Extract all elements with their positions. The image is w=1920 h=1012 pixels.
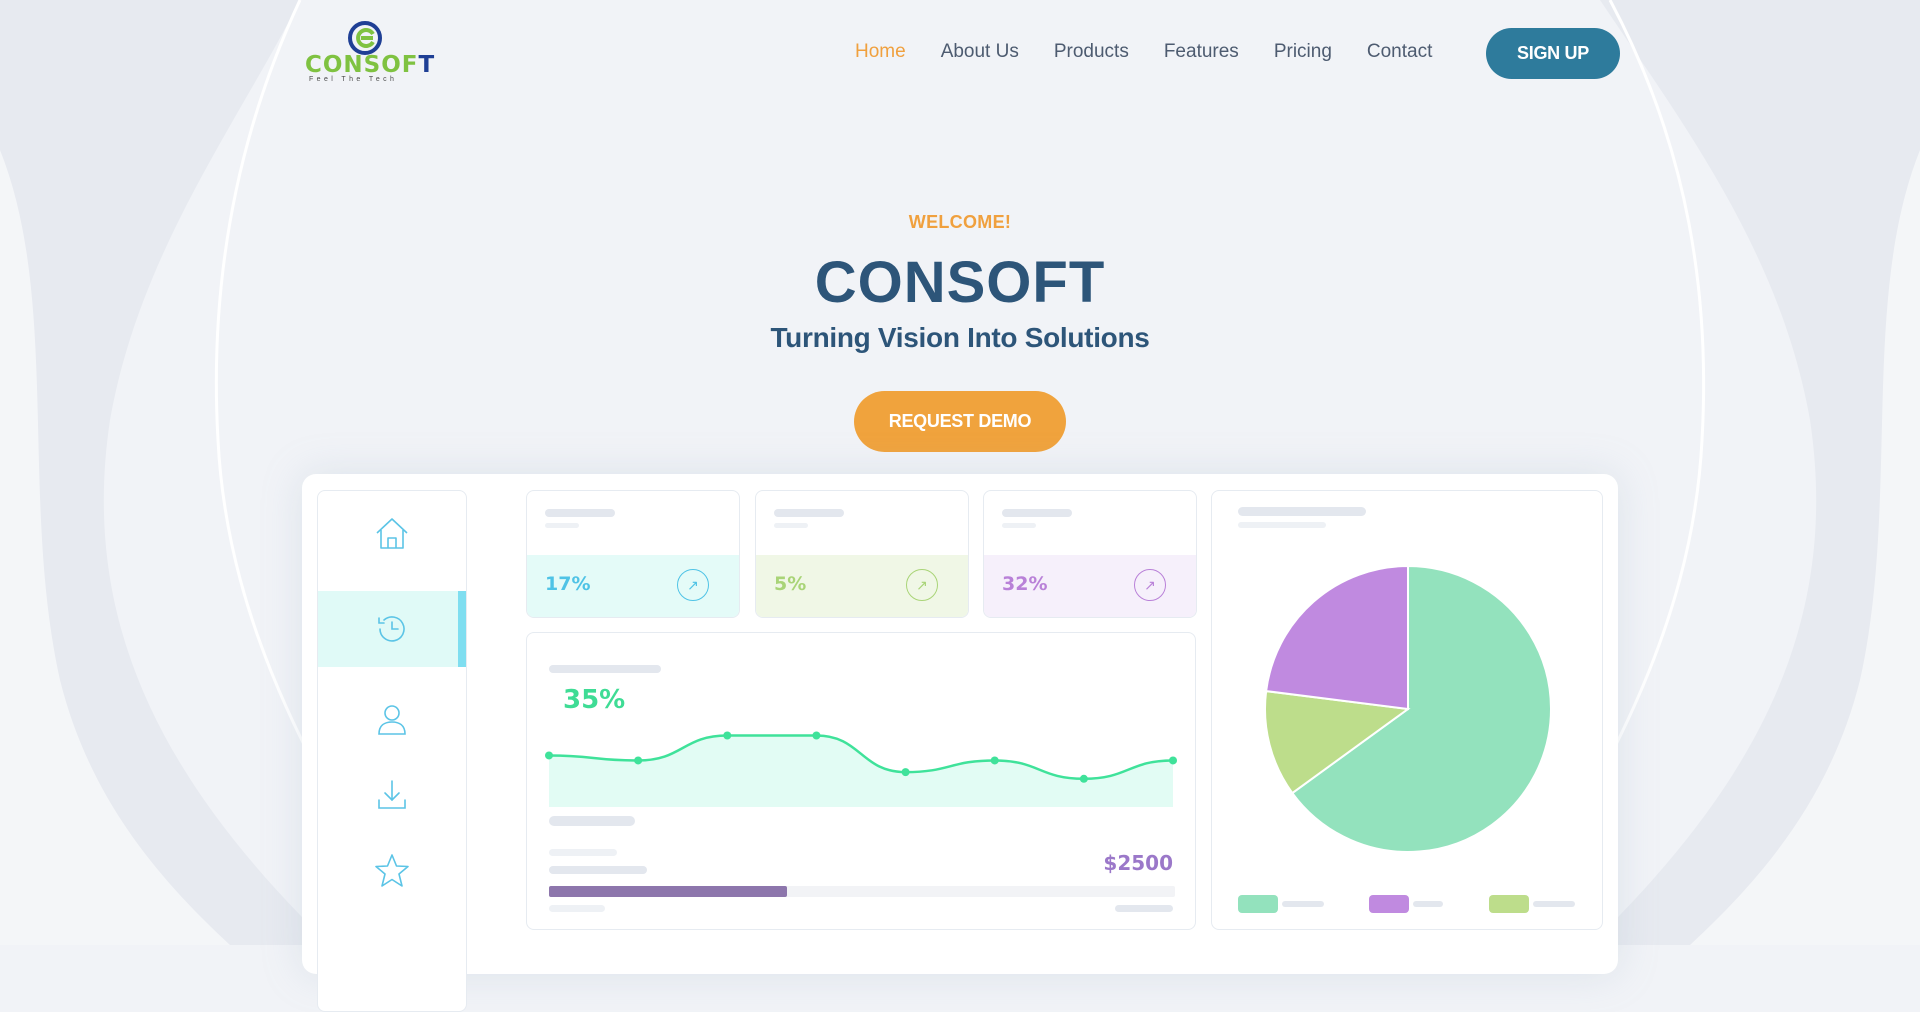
line-point <box>1169 756 1177 765</box>
placeholder-bar <box>545 523 579 528</box>
line-series <box>548 734 1174 781</box>
line-chart-headline: 35% <box>563 685 626 715</box>
trend-up-icon[interactable]: ↗ <box>906 569 938 601</box>
progress-bar <box>549 886 1175 897</box>
line-point <box>634 756 643 765</box>
stat-card: 32% ↗ <box>983 490 1197 618</box>
request-demo-button[interactable]: REQUEST DEMO <box>854 391 1066 452</box>
line-point <box>723 731 732 740</box>
stat-card: 17% ↗ <box>526 490 740 618</box>
legend-swatch <box>1369 895 1409 913</box>
hero-title: CONSOFT <box>814 250 1106 315</box>
line-point <box>545 751 553 760</box>
dashboard-preview: 17% ↗ 5% ↗ 32% ↗ 35% $2500 <box>302 474 1618 1012</box>
stat-card: 5% ↗ <box>755 490 969 618</box>
download-icon <box>378 780 406 809</box>
history-icon <box>378 616 405 642</box>
stat-value: 17% <box>545 573 591 595</box>
stat-value: 5% <box>774 573 807 595</box>
line-point <box>812 731 821 740</box>
nav-about-us[interactable]: About Us <box>940 41 1019 62</box>
placeholder-bar <box>549 866 647 874</box>
logo-wordmark: CONSOFT <box>305 52 436 78</box>
placeholder-bar <box>1533 901 1575 907</box>
home-icon <box>376 518 408 549</box>
trend-up-icon[interactable]: ↗ <box>1134 569 1166 601</box>
placeholder-bar <box>549 816 635 826</box>
nav-pricing[interactable]: Pricing <box>1273 41 1332 62</box>
star-icon <box>375 854 409 887</box>
placeholder-bar <box>774 523 808 528</box>
nav-products[interactable]: Products <box>1053 41 1129 62</box>
nav-home[interactable]: Home <box>855 41 906 62</box>
pie-slice-purple <box>1265 564 1409 711</box>
placeholder-bar <box>1238 522 1326 528</box>
line-point <box>901 768 910 777</box>
placeholder-bar <box>1002 523 1036 528</box>
sidebar-item-home[interactable] <box>318 495 466 571</box>
hero-kicker: WELCOME! <box>908 212 1012 232</box>
amount-value: $2500 <box>1103 851 1173 875</box>
line-chart-card: 35% $2500 <box>526 632 1196 930</box>
sidebar-item-history[interactable] <box>318 591 466 667</box>
line-chart <box>545 731 1177 807</box>
placeholder-bar <box>774 509 844 517</box>
hero-subtitle: Turning Vision Into Solutions <box>770 322 1150 353</box>
trend-up-icon[interactable]: ↗ <box>677 569 709 601</box>
logo-mark-icon <box>348 21 382 55</box>
sidebar-item-star[interactable] <box>318 833 466 909</box>
dashboard-sidebar <box>317 490 467 1012</box>
sidebar-item-user[interactable] <box>318 681 466 757</box>
nav-contact[interactable]: Contact <box>1366 41 1433 62</box>
placeholder-bar <box>1238 507 1366 516</box>
stat-value: 32% <box>1002 573 1048 595</box>
pie-chart <box>1264 564 1552 853</box>
placeholder-bar <box>1282 901 1324 907</box>
placeholder-bar <box>549 905 605 912</box>
main-nav: Home About Us Products Features Pricing … <box>855 40 1432 64</box>
legend-swatch <box>1489 895 1529 913</box>
user-icon <box>378 705 406 735</box>
placeholder-bar <box>1413 901 1443 907</box>
placeholder-bar <box>549 665 661 673</box>
placeholder-bar <box>545 509 615 517</box>
line-point <box>990 756 999 765</box>
legend-swatch <box>1238 895 1278 913</box>
placeholder-bar <box>1115 905 1173 912</box>
placeholder-bar <box>1002 509 1072 517</box>
nav-features[interactable]: Features <box>1163 41 1239 62</box>
logo-tagline: Feel The Tech <box>309 76 398 83</box>
pie-slice-lime <box>1264 689 1411 795</box>
brand-logo[interactable]: CONSOFT Feel The Tech <box>305 20 436 86</box>
placeholder-bar <box>549 849 617 856</box>
pie-chart-card <box>1211 490 1603 930</box>
pie-slice-green <box>1290 564 1552 853</box>
progress-fill <box>549 886 787 897</box>
signup-button[interactable]: SIGN UP <box>1486 28 1620 79</box>
line-area <box>549 735 1173 807</box>
line-point <box>1079 774 1088 783</box>
sidebar-item-download[interactable] <box>318 757 466 833</box>
